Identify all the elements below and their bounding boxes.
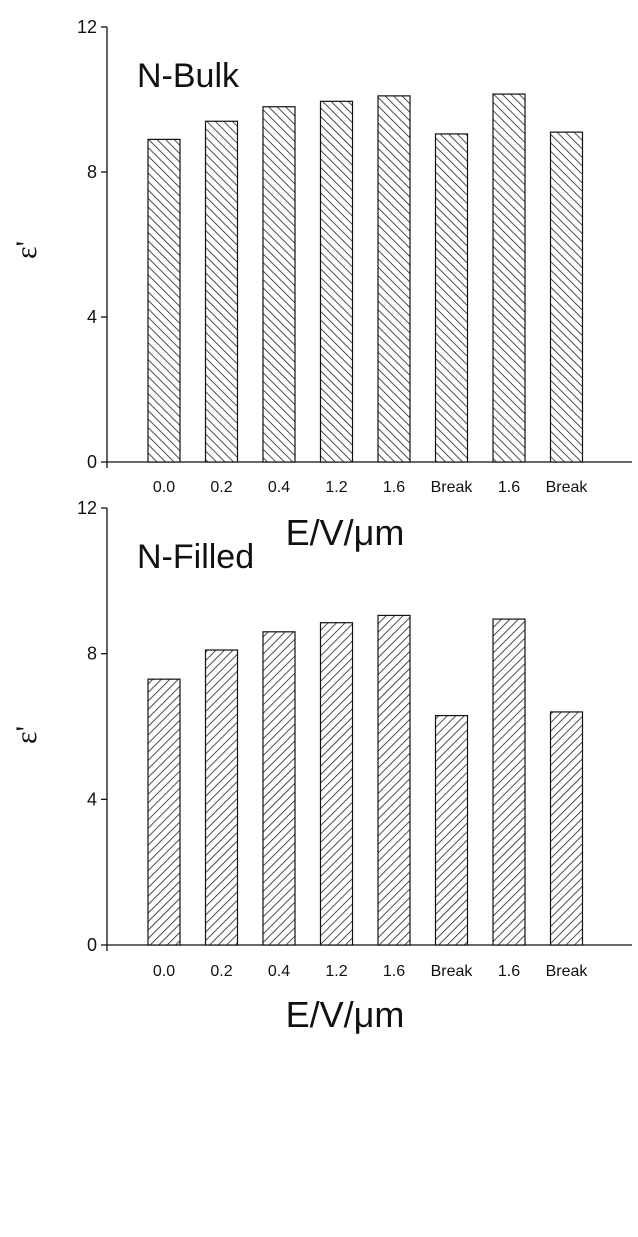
- y-tick-label: 4: [87, 307, 97, 327]
- bar: [319, 622, 354, 946]
- bar: [147, 138, 181, 463]
- bar: [377, 614, 411, 946]
- panel-title: N-Bulk: [137, 57, 240, 95]
- bar: [434, 133, 469, 463]
- x-tick-label: 0.2: [210, 479, 232, 496]
- x-tick-label: Break: [431, 963, 474, 980]
- bar: [204, 649, 239, 946]
- x-tick-label: 0.0: [153, 963, 175, 980]
- y-tick-label: 8: [87, 162, 97, 182]
- bar: [492, 618, 526, 946]
- y-axis-label: ε': [10, 726, 43, 744]
- bar: [262, 631, 296, 946]
- x-axis-label: E/V/μm: [286, 994, 405, 1035]
- chart-panel-n-filled: 0 4 8 12 0.0 0.2 0.4 1.2 1.6 Break 1.6 Break N-Fille…: [10, 498, 632, 1035]
- bar: [262, 106, 296, 463]
- bar: [319, 100, 354, 463]
- x-tick-label: 1.6: [498, 963, 520, 980]
- bar: [147, 678, 181, 946]
- y-tick-label: 12: [77, 17, 97, 37]
- x-tick-label: 1.6: [383, 479, 405, 496]
- x-tick-label: 1.2: [325, 963, 347, 980]
- bar: [549, 131, 584, 463]
- chart-panel-n-bulk: 0 4 8 12 0.0 0.2 0.4 1.2 1.6 Break 1.6 Break N-Bulk E…: [10, 17, 632, 553]
- x-tick-label: 0.2: [210, 963, 232, 980]
- x-tick-label: 0.0: [153, 479, 175, 496]
- y-tick-label: 0: [87, 452, 97, 472]
- y-tick-label: 4: [87, 789, 97, 809]
- y-tick-label: 0: [87, 935, 97, 955]
- x-tick-label: Break: [546, 963, 589, 980]
- y-tick-label: 12: [77, 498, 97, 518]
- bar: [377, 95, 411, 463]
- x-tick-label: Break: [546, 479, 589, 496]
- panel-title: N-Filled: [137, 538, 254, 576]
- x-tick-label: Break: [431, 479, 474, 496]
- bar: [434, 714, 469, 946]
- x-tick-label: 0.4: [268, 963, 290, 980]
- x-axis-label: E/V/μm: [286, 512, 405, 553]
- bar: [549, 711, 584, 946]
- x-tick-label: 1.2: [325, 479, 347, 496]
- y-tick-label: 8: [87, 644, 97, 664]
- x-tick-label: 1.6: [498, 479, 520, 496]
- y-axis-label: ε': [10, 241, 43, 259]
- x-tick-label: 0.4: [268, 479, 290, 496]
- bar: [492, 93, 526, 463]
- x-tick-label: 1.6: [383, 963, 405, 980]
- bar: [204, 120, 239, 463]
